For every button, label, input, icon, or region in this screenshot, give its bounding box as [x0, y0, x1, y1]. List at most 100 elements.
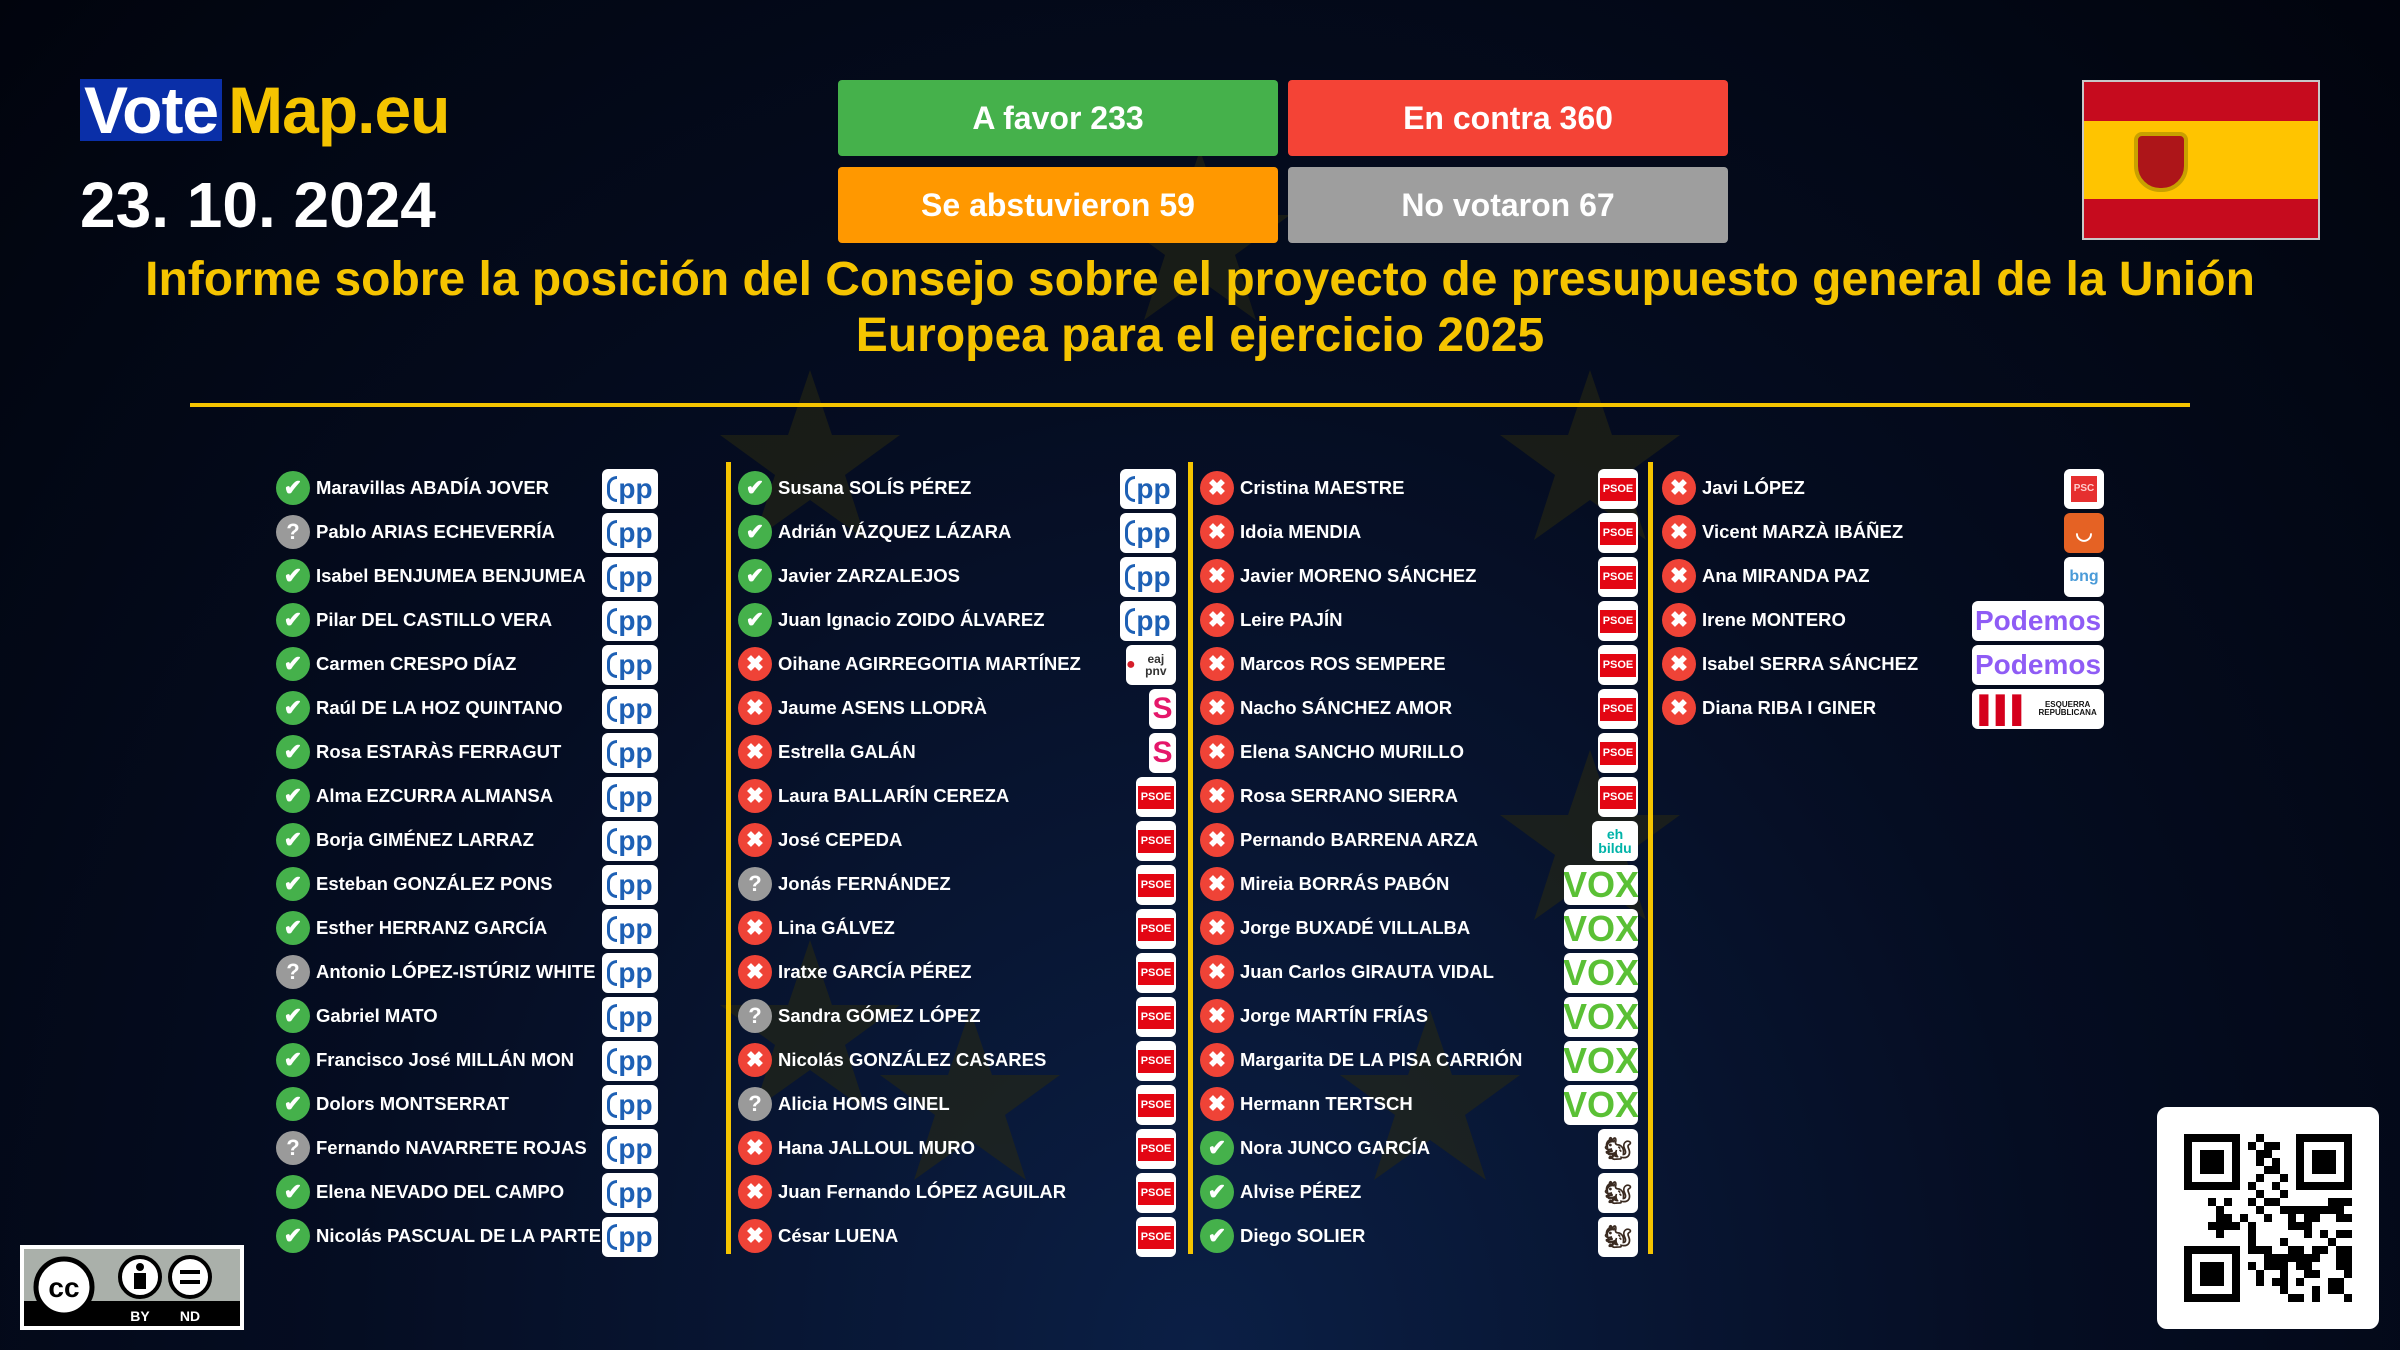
mep-row: ? Fernando NAVARRETE ROJAS pp	[276, 1126, 658, 1170]
mep-name: Leire PAJÍN	[1240, 609, 1343, 630]
cross-icon: ✖	[738, 1043, 772, 1077]
mep-row: ✖ Rosa SERRANO SIERRA PSOE	[1200, 774, 1638, 818]
cross-icon: ✖	[738, 691, 772, 725]
mep-name: Elena SANCHO MURILLO	[1240, 741, 1465, 762]
party-logo-eajpnv: ● eaj pnv	[1126, 645, 1176, 685]
spain-flag	[2082, 80, 2320, 240]
mep-name: Mireia BORRÁS PABÓN	[1240, 873, 1450, 894]
mep-row: ✔ Nora JUNCO GARCÍA 🐿	[1200, 1126, 1638, 1170]
mep-name: Nicolás PASCUAL DE LA PARTE	[316, 1225, 602, 1246]
mep-name: Alma EZCURRA ALMANSA	[316, 785, 554, 806]
mep-row: ✖ Jorge BUXADÉ VILLALBA VOX	[1200, 906, 1638, 950]
mep-name: Maravillas ABADÍA JOVER	[316, 477, 550, 498]
check-icon: ✔	[276, 867, 310, 901]
cross-icon: ✖	[1200, 955, 1234, 989]
mep-row: ✔ Pilar DEL CASTILLO VERA pp	[276, 598, 658, 642]
party-logo-pp: pp	[1120, 601, 1176, 641]
cross-icon: ✖	[1200, 911, 1234, 945]
mep-name: Iratxe GARCÍA PÉREZ	[778, 961, 972, 982]
mep-name: Ana MIRANDA PAZ	[1702, 565, 1870, 586]
question-icon: ?	[738, 1087, 772, 1121]
check-icon: ✔	[276, 471, 310, 505]
cross-icon: ✖	[1200, 559, 1234, 593]
mep-row: ✔ Isabel BENJUMEA BENJUMEA pp	[276, 554, 658, 598]
party-logo-pp: pp	[602, 1129, 658, 1169]
mep-row: ✖ Nicolás GONZÁLEZ CASARES PSOE	[738, 1038, 1176, 1082]
mep-name: Elena NEVADO DEL CAMPO	[316, 1181, 565, 1202]
mep-name: Sandra GÓMEZ LÓPEZ	[778, 1005, 981, 1026]
mep-row: ✔ Javier ZARZALEJOS pp	[738, 554, 1176, 598]
cross-icon: ✖	[738, 1219, 772, 1253]
party-logo-pp: pp	[602, 645, 658, 685]
mep-name: Isabel SERRA SÁNCHEZ	[1702, 653, 1919, 674]
mep-name: Pablo ARIAS ECHEVERRÍA	[316, 521, 555, 542]
party-logo-psoe: PSOE	[1598, 645, 1638, 685]
cross-icon: ✖	[1200, 515, 1234, 549]
logo-map: Map.eu	[228, 73, 450, 147]
party-logo-sumar: S	[1149, 733, 1176, 773]
party-logo-psoe: PSOE	[1598, 513, 1638, 553]
party-logo-pp: pp	[602, 1217, 658, 1257]
mep-name: Javi LÓPEZ	[1702, 477, 1805, 498]
mep-name: Irene MONTERO	[1702, 609, 1846, 630]
party-logo-psoe: PSOE	[1136, 1173, 1176, 1213]
mep-row: ✖ José CEPEDA PSOE	[738, 818, 1176, 862]
party-logo-vox: VOX	[1564, 1085, 1638, 1125]
party-logo-psoe: PSOE	[1136, 1041, 1176, 1081]
mep-row: ✖ Pernando BARRENA ARZA eh bildu	[1200, 818, 1638, 862]
cross-icon: ✖	[738, 955, 772, 989]
party-logo-psoe: PSOE	[1136, 953, 1176, 993]
mep-name: Estrella GALÁN	[778, 741, 916, 762]
party-logo-salf: 🐿	[1598, 1129, 1638, 1169]
mep-row: ✔ Nicolás PASCUAL DE LA PARTE pp	[276, 1214, 658, 1258]
party-logo-pp: pp	[602, 777, 658, 817]
mep-row: ✔ Esther HERRANZ GARCÍA pp	[276, 906, 658, 950]
mep-row: ✖ Laura BALLARÍN CEREZA PSOE	[738, 774, 1176, 818]
party-logo-pp: pp	[602, 733, 658, 773]
party-logo-bng: bng	[2064, 557, 2104, 597]
mep-name: Nacho SÁNCHEZ AMOR	[1240, 697, 1453, 718]
party-logo-pp: pp	[602, 469, 658, 509]
party-logo-psoe: PSOE	[1598, 689, 1638, 729]
qr-code[interactable]	[2157, 1107, 2379, 1329]
mep-row: ✖ Margarita DE LA PISA CARRIÓN VOX	[1200, 1038, 1638, 1082]
party-logo-podemos: Podemos	[1972, 645, 2104, 685]
mep-row: ✖ Hana JALLOUL MURO PSOE	[738, 1126, 1176, 1170]
mep-name: Juan Fernando LÓPEZ AGUILAR	[778, 1181, 1067, 1202]
mep-name: Jaume ASENS LLODRÀ	[778, 697, 988, 718]
logo-vote: Vote	[80, 77, 223, 143]
mep-name: Borja GIMÉNEZ LARRAZ	[316, 829, 534, 850]
party-logo-pp: pp	[602, 689, 658, 729]
check-icon: ✔	[738, 471, 772, 505]
mep-name: Rosa SERRANO SIERRA	[1240, 785, 1458, 806]
mep-name: Dolors MONTSERRAT	[316, 1093, 509, 1114]
cross-icon: ✖	[1200, 1087, 1234, 1121]
cross-icon: ✖	[1662, 471, 1696, 505]
mep-row: ✔ Carmen CRESPO DÍAZ pp	[276, 642, 658, 686]
mep-row: ✖ Vicent MARZÀ IBÁÑEZ ◡	[1662, 510, 2104, 554]
party-logo-pp: pp	[602, 909, 658, 949]
party-logo-psoe: PSOE	[1136, 865, 1176, 905]
party-logo-pp: pp	[602, 601, 658, 641]
cross-icon: ✖	[738, 1131, 772, 1165]
mep-row: ✔ Gabriel MATO pp	[276, 994, 658, 1038]
party-logo-pp: pp	[602, 1085, 658, 1125]
mep-row: ✔ Adrián VÁZQUEZ LÁZARA pp	[738, 510, 1176, 554]
cross-icon: ✖	[1200, 779, 1234, 813]
mep-name: Jonás FERNÁNDEZ	[778, 873, 951, 894]
mep-name: Raúl DE LA HOZ QUINTANO	[316, 697, 563, 718]
mep-name: Hana JALLOUL MURO	[778, 1137, 976, 1158]
mep-row: ✖ Marcos ROS SEMPERE PSOE	[1200, 642, 1638, 686]
mep-row: ? Pablo ARIAS ECHEVERRÍA pp	[276, 510, 658, 554]
mep-row: ✖ Nacho SÁNCHEZ AMOR PSOE	[1200, 686, 1638, 730]
party-logo-comproms: ◡	[2064, 513, 2104, 553]
cross-icon: ✖	[738, 647, 772, 681]
column-divider	[1648, 462, 1653, 1254]
mep-name: Lina GÁLVEZ	[778, 917, 895, 938]
mep-name: Pilar DEL CASTILLO VERA	[316, 609, 553, 630]
check-icon: ✔	[276, 1175, 310, 1209]
cross-icon: ✖	[1200, 603, 1234, 637]
party-logo-psoe: PSOE	[1136, 1129, 1176, 1169]
votemap-logo: Vote Map.eu	[80, 73, 450, 147]
vote-title: Informe sobre la posición del Consejo so…	[145, 253, 2255, 362]
